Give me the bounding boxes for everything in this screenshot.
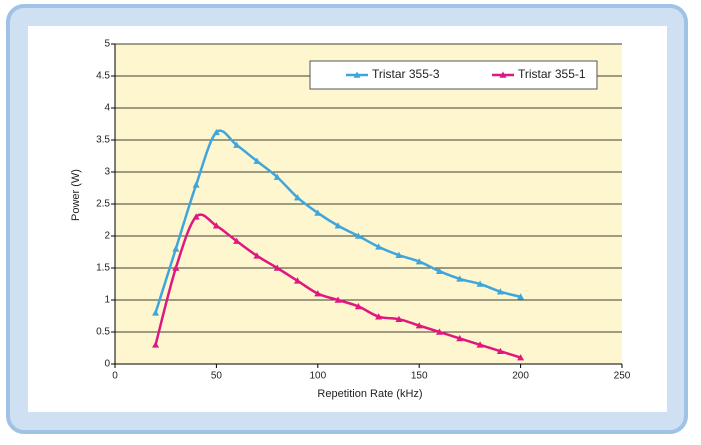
point-marker	[456, 275, 464, 282]
y-tick-label: 1.5	[96, 263, 110, 274]
point-marker	[395, 251, 403, 258]
y-tick-label: 5	[104, 39, 110, 50]
legend-marker	[499, 71, 507, 78]
y-tick-label: 3.5	[96, 135, 110, 146]
point-marker	[192, 213, 200, 220]
y-tick-label: 0.5	[96, 327, 110, 338]
x-tick-label: 100	[309, 371, 326, 382]
point-marker	[354, 302, 362, 310]
point-marker	[273, 173, 281, 180]
point-marker	[253, 157, 261, 164]
x-tick-label: 150	[411, 371, 428, 382]
y-tick-label: 2.5	[96, 199, 110, 210]
point-marker	[375, 243, 383, 250]
x-tick-label: 50	[211, 371, 223, 382]
point-marker	[212, 128, 220, 136]
point-marker	[456, 334, 464, 342]
point-marker	[172, 264, 180, 271]
point-marker	[314, 209, 322, 216]
point-marker	[253, 252, 261, 259]
legend-label: Tristar 355-1	[518, 67, 586, 81]
point-marker	[334, 222, 342, 229]
point-marker	[273, 264, 281, 271]
y-tick-label: 4	[104, 103, 110, 114]
y-tick-label: 4.5	[96, 71, 110, 82]
y-axis-label: Power (W)	[70, 169, 82, 221]
legend-label: Tristar 355-3	[372, 67, 440, 81]
point-marker	[395, 315, 403, 322]
point-marker	[212, 222, 220, 229]
point-marker	[294, 194, 302, 201]
point-marker	[375, 313, 383, 320]
legend-marker	[353, 71, 361, 78]
y-tick-label: 1	[104, 295, 110, 306]
point-marker	[233, 141, 241, 148]
point-marker	[152, 309, 160, 316]
point-marker	[294, 277, 302, 284]
point-marker	[496, 288, 504, 295]
point-marker	[415, 322, 423, 329]
y-tick-label: 0	[104, 359, 110, 370]
x-axis-label: Repetition Rate (kHz)	[317, 388, 422, 400]
point-marker	[152, 341, 160, 348]
point-marker	[435, 267, 443, 274]
point-marker	[354, 232, 362, 239]
point-marker	[476, 280, 484, 287]
x-tick-label: 250	[614, 371, 631, 382]
point-marker	[314, 290, 322, 297]
point-marker	[415, 258, 423, 265]
point-marker	[496, 347, 504, 354]
point-marker	[192, 181, 200, 188]
point-marker	[334, 296, 342, 303]
x-tick-label: 0	[112, 371, 118, 382]
y-tick-label: 2	[104, 231, 110, 242]
point-marker	[172, 245, 180, 252]
point-marker	[517, 293, 525, 300]
point-marker	[435, 328, 443, 335]
point-marker	[233, 237, 241, 244]
point-marker	[476, 341, 484, 348]
point-marker	[517, 354, 525, 361]
x-tick-label: 200	[512, 371, 529, 382]
y-tick-label: 3	[104, 167, 110, 178]
